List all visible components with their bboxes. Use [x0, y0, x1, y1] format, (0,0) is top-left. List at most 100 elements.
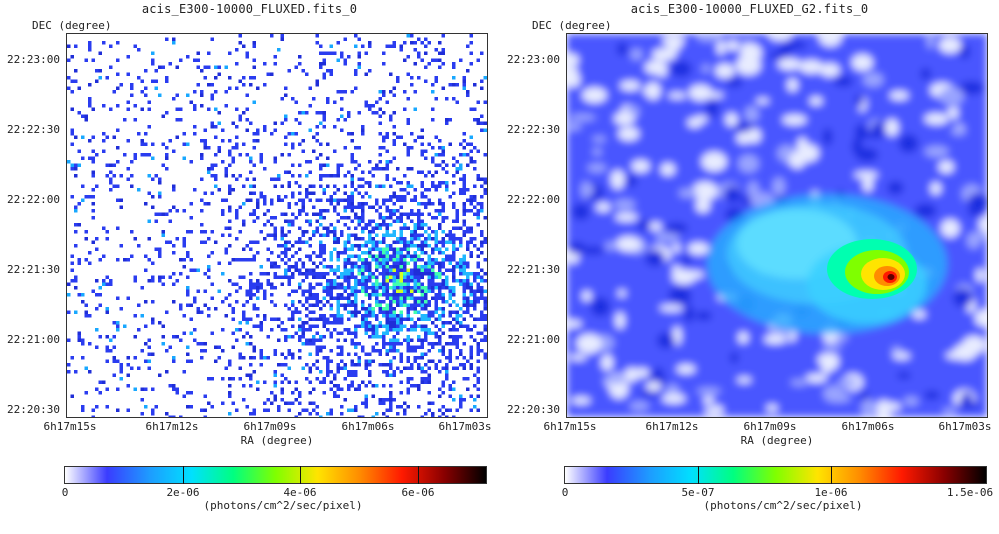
count-pixel [284, 219, 288, 223]
count-pixel [259, 272, 263, 276]
count-pixel [340, 405, 344, 409]
count-pixel [249, 272, 253, 276]
noise-blob [581, 246, 605, 255]
count-pixel [480, 317, 484, 321]
count-pixel [266, 233, 270, 237]
count-pixel [263, 202, 267, 206]
count-pixel [424, 370, 428, 374]
count-pixel [207, 268, 211, 272]
colorbar-tick: 6e-06 [401, 486, 435, 499]
count-pixel [172, 37, 176, 41]
count-pixel [396, 198, 400, 202]
count-pixel [137, 328, 141, 332]
count-pixel [207, 265, 211, 269]
count-pixel [140, 412, 144, 416]
count-pixel [256, 128, 260, 132]
count-pixel [406, 338, 410, 342]
count-pixel [189, 317, 193, 321]
count-pixel [301, 69, 305, 73]
count-pixel [392, 279, 396, 283]
count-pixel [364, 317, 368, 321]
count-pixel [116, 41, 120, 45]
fits-image-smoothed[interactable] [566, 33, 988, 418]
count-pixel [273, 216, 277, 220]
count-pixel [294, 331, 298, 335]
count-pixel [193, 338, 197, 342]
count-pixel [385, 149, 389, 153]
count-pixel [196, 58, 200, 62]
count-pixel [102, 41, 106, 45]
count-pixel [252, 58, 256, 62]
count-pixel [217, 121, 221, 125]
fits-image-canvas[interactable] [67, 34, 487, 417]
count-pixel [144, 202, 148, 206]
count-pixel [112, 90, 116, 94]
count-pixel [77, 258, 81, 262]
count-pixel [441, 34, 445, 38]
count-pixel [343, 296, 347, 300]
count-pixel [385, 223, 389, 227]
count-pixel [406, 72, 410, 76]
count-pixel [98, 391, 102, 395]
count-pixel [382, 370, 386, 374]
count-pixel [427, 303, 431, 307]
count-pixel [417, 387, 421, 391]
count-pixel [389, 398, 393, 402]
count-pixel [420, 293, 424, 297]
count-pixel [424, 251, 428, 255]
count-pixel [413, 300, 417, 304]
count-pixel [182, 240, 186, 244]
count-pixel [287, 202, 291, 206]
count-pixel [413, 265, 417, 269]
count-pixel [441, 153, 445, 157]
count-pixel [308, 86, 312, 90]
count-pixel [441, 314, 445, 318]
count-pixel [392, 41, 396, 45]
count-pixel [438, 240, 442, 244]
count-pixel [291, 163, 295, 167]
count-pixel [364, 328, 368, 332]
count-pixel [210, 97, 214, 101]
count-pixel [165, 79, 169, 83]
count-pixel [385, 177, 389, 181]
count-pixel [392, 251, 396, 255]
count-pixel [392, 272, 396, 276]
count-pixel [329, 286, 333, 290]
count-pixel [256, 296, 260, 300]
count-pixel [459, 401, 463, 405]
count-pixel [427, 401, 431, 405]
count-pixel [392, 132, 396, 136]
count-pixel [378, 251, 382, 255]
count-pixel [438, 293, 442, 297]
count-pixel [438, 198, 442, 202]
count-pixel [375, 314, 379, 318]
count-pixel [228, 86, 232, 90]
count-pixel [385, 317, 389, 321]
count-pixel [319, 163, 323, 167]
count-pixel [361, 349, 365, 353]
count-pixel [238, 356, 242, 360]
count-pixel [305, 272, 309, 276]
count-pixel [277, 244, 281, 248]
count-pixel [245, 55, 249, 59]
count-pixel [294, 289, 298, 293]
count-pixel [455, 160, 459, 164]
count-pixel [406, 181, 410, 185]
count-pixel [382, 335, 386, 339]
count-pixel [392, 335, 396, 339]
count-pixel [431, 156, 435, 160]
count-pixel [466, 188, 470, 192]
count-pixel [326, 51, 330, 55]
count-pixel [203, 240, 207, 244]
count-pixel [382, 324, 386, 328]
count-pixel [385, 279, 389, 283]
count-pixel [441, 62, 445, 66]
fits-image-canvas[interactable] [567, 34, 987, 417]
count-pixel [420, 328, 424, 332]
count-pixel [175, 209, 179, 213]
fits-image-raw[interactable] [66, 33, 488, 418]
count-pixel [364, 268, 368, 272]
count-pixel [312, 135, 316, 139]
count-pixel [340, 317, 344, 321]
count-pixel [298, 258, 302, 262]
